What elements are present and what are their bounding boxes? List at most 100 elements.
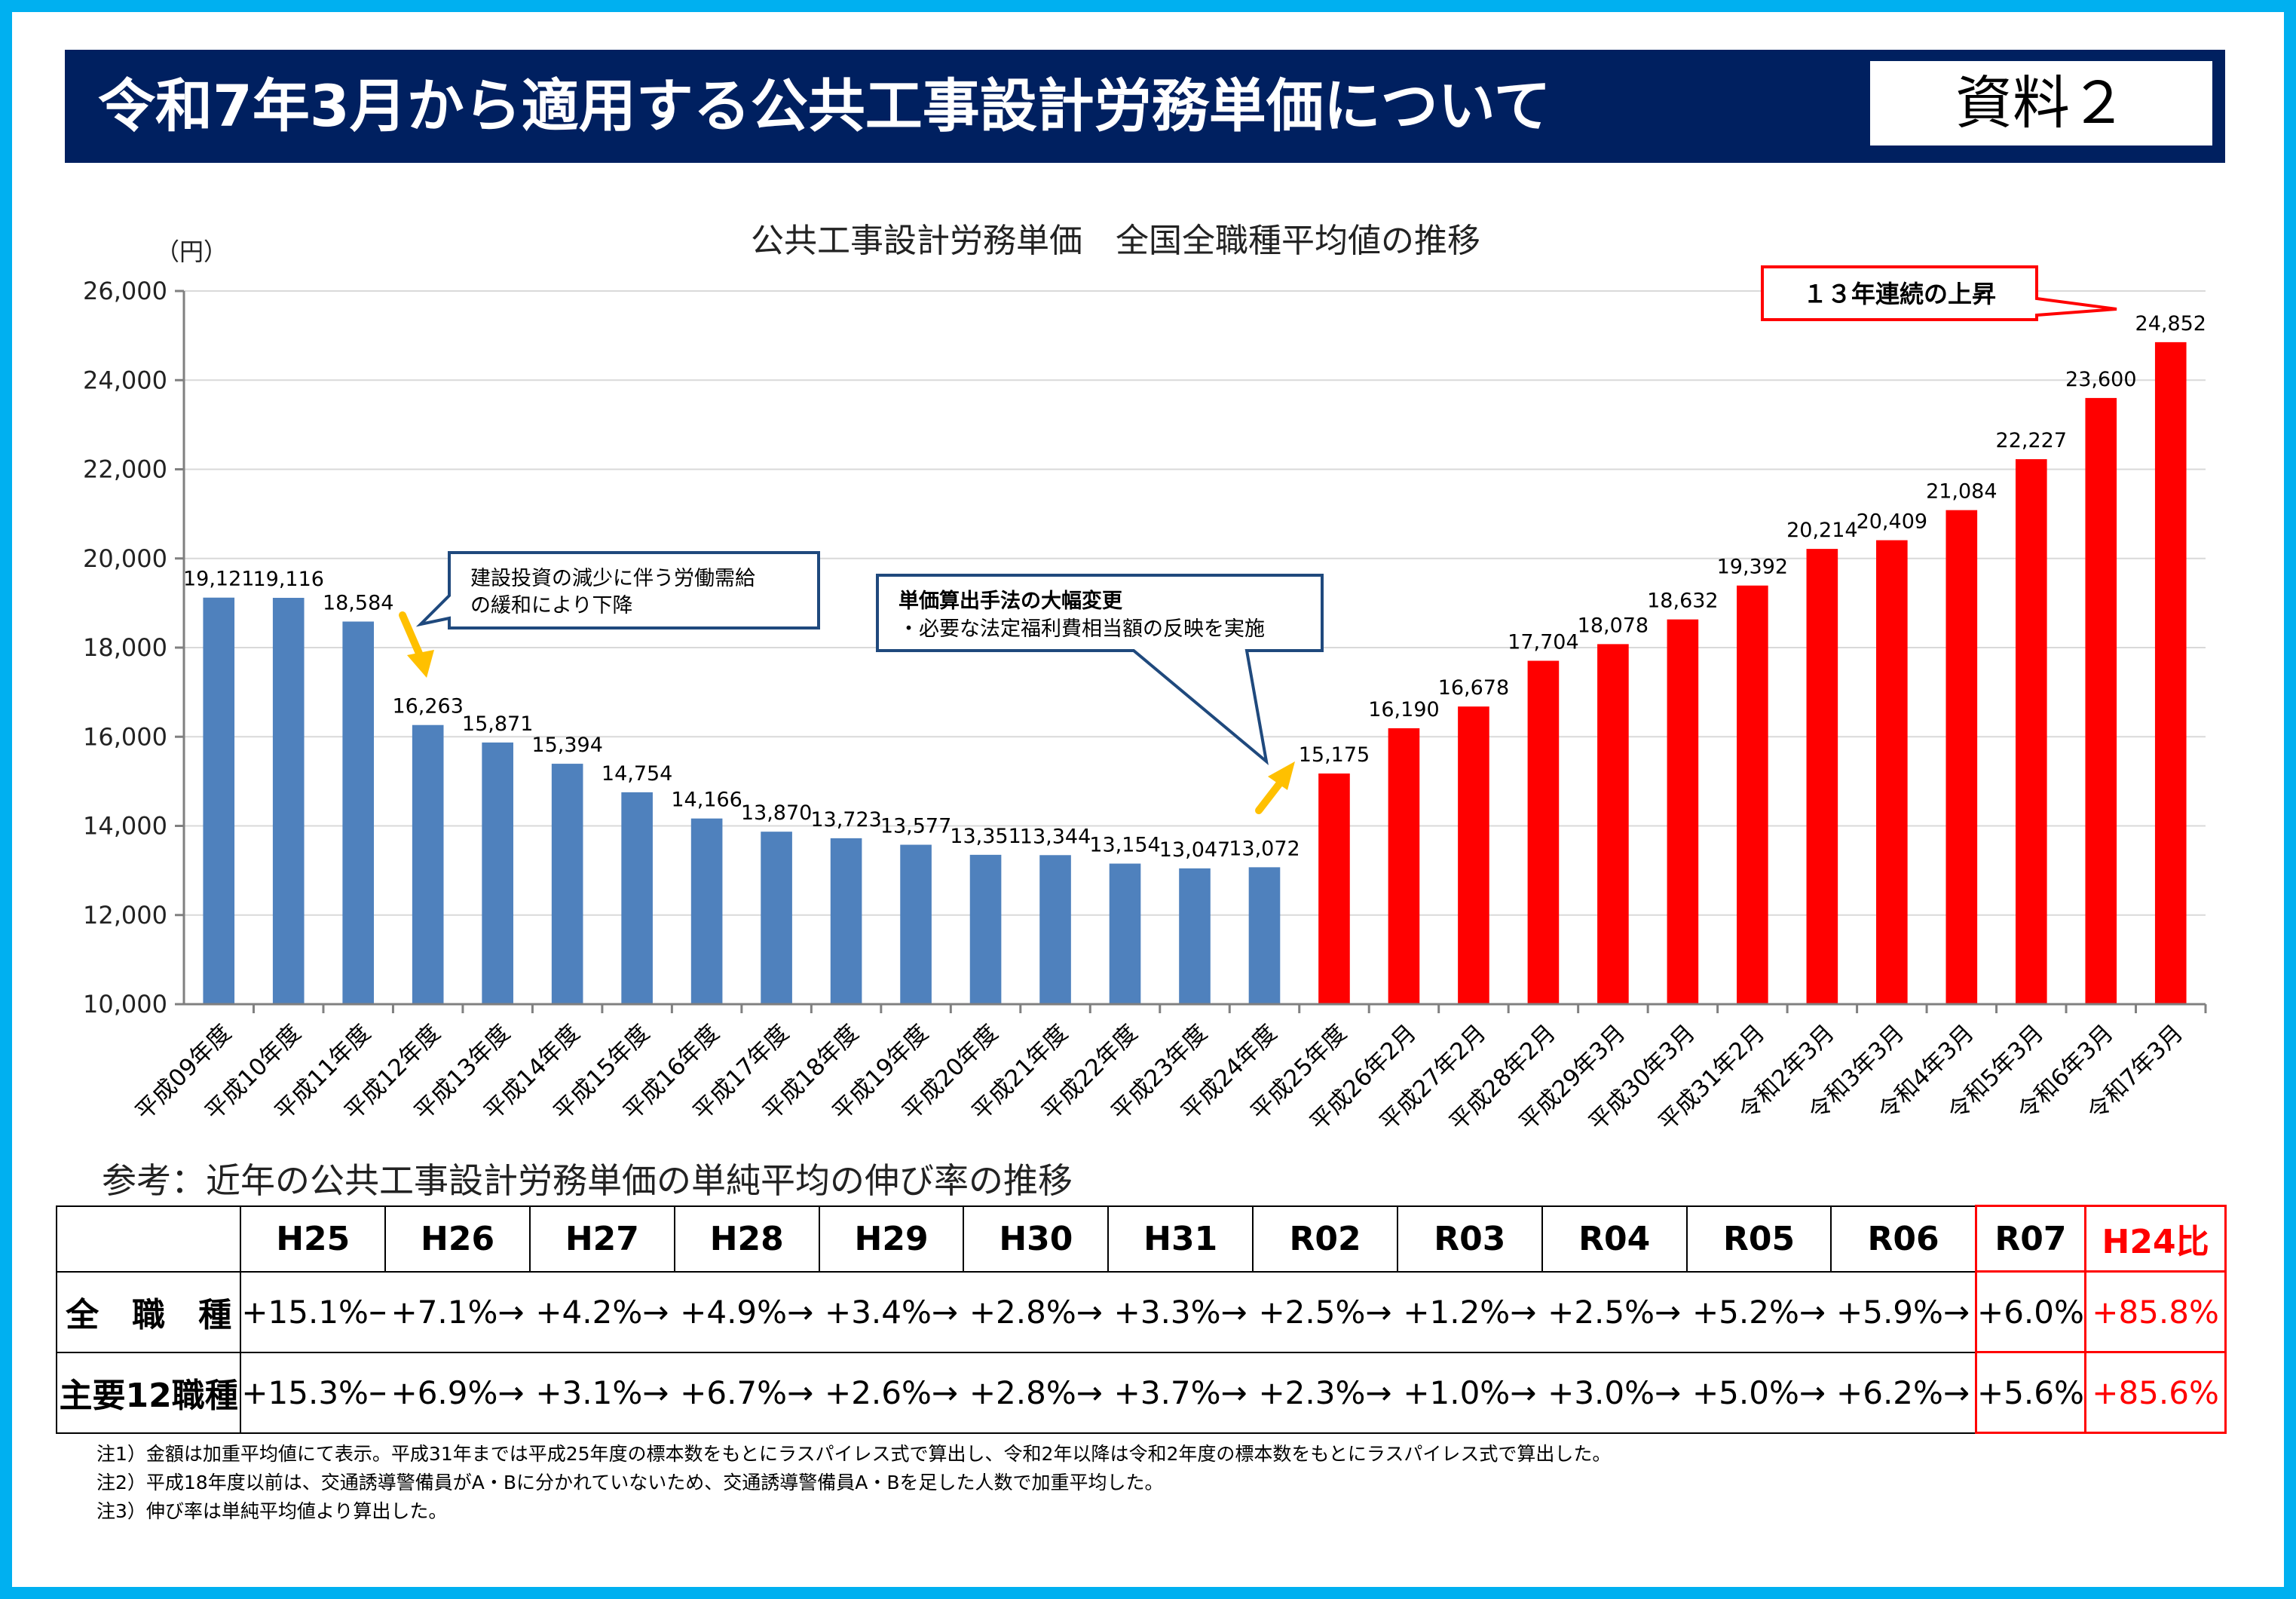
bar (1388, 728, 1420, 1004)
chart-title: 公共工事設計労務単価 全国全職種平均値の推移 (751, 222, 1480, 260)
data-label: 18,078 (1578, 614, 1649, 637)
data-label: 13,351 (950, 825, 1021, 848)
table-cell: +5.2%→ (1686, 1270, 1832, 1353)
bar (1597, 644, 1629, 1004)
y-tick-label: 12,000 (83, 901, 167, 930)
bar (1876, 540, 1908, 1004)
data-label: 19,116 (253, 568, 323, 591)
bar (412, 724, 444, 1004)
y-tick-label: 14,000 (83, 812, 167, 841)
column-header: R02 (1252, 1205, 1398, 1273)
bar (621, 792, 653, 1004)
table-cell: +2.8%→ (963, 1351, 1109, 1434)
data-label: 13,344 (1020, 825, 1091, 848)
bar (1318, 773, 1350, 1004)
row-label: 主要12職種 (55, 1351, 242, 1434)
bar (1806, 549, 1838, 1004)
bar (551, 764, 583, 1004)
bar (969, 854, 1002, 1004)
data-label: 20,409 (1857, 510, 1927, 534)
bar (1248, 867, 1281, 1004)
bar (1945, 510, 1978, 1004)
table-cell: +7.1%→ (385, 1270, 530, 1353)
table-cell: +2.8%→ (963, 1270, 1109, 1353)
bars (203, 342, 2187, 1004)
column-header: H31 (1107, 1205, 1254, 1273)
column-header: H24比 (2084, 1205, 2227, 1273)
data-label: 24,852 (2135, 312, 2206, 335)
decline-callout-line1: 建設投資の減少に伴う労働需給 (470, 567, 755, 590)
y-tick-label: 20,000 (83, 544, 167, 573)
bar (342, 621, 375, 1004)
data-label: 15,175 (1299, 743, 1370, 767)
table-cell: +15.3%→ (240, 1351, 386, 1434)
table-cell: +3.3%→ (1108, 1270, 1254, 1353)
column-header: H25 (240, 1205, 387, 1273)
column-header: R07 (1974, 1205, 2087, 1273)
table-cell: +2.5%→ (1253, 1270, 1397, 1353)
column-header: H30 (963, 1205, 1110, 1273)
bar (2154, 342, 2187, 1004)
table-cell: +6.9%→ (385, 1351, 530, 1434)
growth-rate-table: H25 H26 H27 H28 H29 H30 H31 R02 R03 R04 … (55, 1205, 2227, 1434)
table-cell: +3.0%→ (1541, 1351, 1687, 1434)
bar (203, 597, 235, 1004)
y-axis-unit-label: （円） (155, 237, 228, 266)
bar (1667, 619, 1699, 1004)
bar (900, 844, 932, 1004)
data-label: 13,072 (1229, 837, 1300, 860)
column-header: R05 (1685, 1205, 1832, 1273)
data-label: 13,577 (880, 815, 951, 838)
method-change-callout: 単価算出手法の大幅変更 ・必要な法定福利費相当額の反映を実施 (876, 574, 1324, 766)
data-label: 13,154 (1089, 834, 1160, 857)
table-cell: +6.2%→ (1831, 1351, 1976, 1434)
column-header: H28 (673, 1205, 820, 1273)
decline-callout-line2: の緩和により下降 (470, 594, 632, 617)
y-tick-label: 24,000 (83, 366, 167, 394)
column-header: R06 (1830, 1205, 1977, 1273)
down-arrow-icon (399, 611, 434, 678)
data-label: 23,600 (2065, 368, 2136, 391)
bar (2015, 459, 2047, 1004)
y-tick-label: 26,000 (83, 277, 167, 305)
y-tick-label: 22,000 (83, 455, 167, 484)
column-header: H27 (528, 1205, 675, 1273)
method-change-detail: ・必要な法定福利費相当額の反映を実施 (899, 617, 1265, 641)
table-cell: +3.7%→ (1108, 1351, 1254, 1434)
bar (761, 832, 792, 1004)
bar-chart: 公共工事設計労務単価 全国全職種平均値の推移 （円） 10,000 12,000 1… (83, 222, 2207, 1136)
table-cell: +3.1%→ (529, 1351, 675, 1434)
table-cell: +4.2%→ (529, 1270, 675, 1353)
table-cell: +5.0%→ (1686, 1351, 1832, 1434)
bar (1527, 660, 1560, 1004)
data-label: 22,227 (1996, 429, 2067, 452)
x-axis-ticks: 平成09年度平成10年度平成11年度平成12年度平成13年度平成14年度平成15… (130, 1004, 2207, 1136)
data-label: 16,678 (1438, 676, 1509, 700)
table-cell: +15.1%→ (240, 1270, 386, 1353)
footnotes: 注1）金額は加重平均値にて表示。平成31年までは平成25年度の標本数をもとにラス… (96, 1440, 1611, 1526)
table-cell: +2.6%→ (819, 1351, 964, 1434)
y-tick-label: 10,000 (83, 990, 167, 1019)
footnote: 注2）平成18年度以前は、交通誘導警備員がA・Bに分かれていないため、交通誘導警… (96, 1472, 1164, 1493)
table-cell: +6.7%→ (674, 1351, 819, 1434)
data-label: 20,214 (1786, 519, 1857, 542)
title-bar: 令和7年3月から適用する公共工事設計労務単価について 資料２ (65, 50, 2225, 163)
document-tag: 資料２ (1868, 59, 2215, 148)
data-label: 14,166 (671, 789, 742, 812)
data-label: 17,704 (1508, 631, 1578, 654)
bar (1039, 855, 1071, 1004)
streak-callout-text: １３年連続の上昇 (1803, 280, 1996, 308)
method-change-title: 単価算出手法の大幅変更 (899, 589, 1123, 613)
y-axis-ticks: 10,000 12,000 14,000 16,000 18,000 20,000 22,0… (83, 277, 184, 1019)
data-label: 15,394 (531, 734, 602, 757)
table-cell: +2.5%→ (1541, 1270, 1687, 1353)
bar (830, 838, 862, 1004)
data-label: 18,584 (323, 591, 393, 614)
row-label: 全 職 種 (55, 1270, 242, 1353)
bar (1109, 863, 1141, 1004)
data-label: 21,084 (1926, 480, 1997, 504)
data-label: 13,047 (1159, 838, 1230, 862)
data-label: 13,723 (810, 808, 881, 832)
bar (272, 598, 305, 1004)
